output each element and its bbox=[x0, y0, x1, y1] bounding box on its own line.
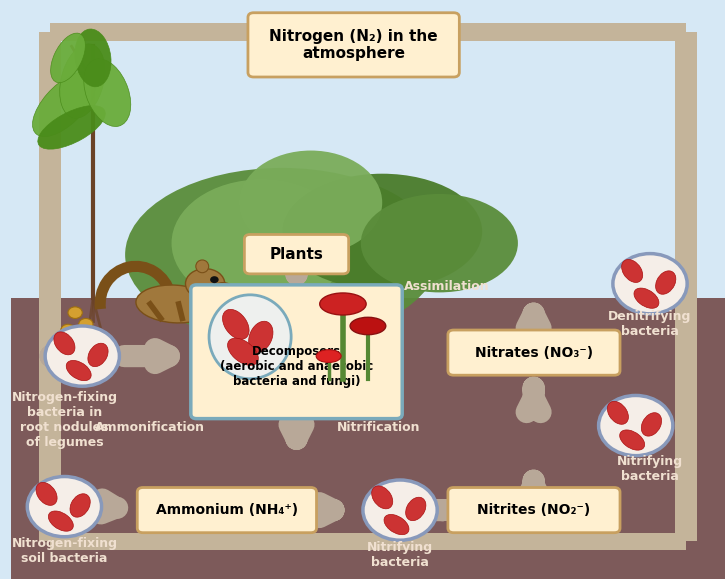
Ellipse shape bbox=[361, 194, 518, 292]
Ellipse shape bbox=[38, 105, 105, 149]
Bar bbox=[50, 533, 686, 550]
Ellipse shape bbox=[209, 295, 291, 379]
Ellipse shape bbox=[228, 338, 258, 365]
FancyBboxPatch shape bbox=[244, 234, 349, 274]
Ellipse shape bbox=[406, 497, 426, 521]
Text: Ammonification: Ammonification bbox=[95, 421, 205, 434]
Text: Nitrifying
bacteria: Nitrifying bacteria bbox=[367, 541, 433, 569]
Circle shape bbox=[45, 326, 120, 386]
FancyBboxPatch shape bbox=[448, 330, 620, 375]
Text: Assimilation: Assimilation bbox=[404, 280, 489, 293]
FancyBboxPatch shape bbox=[191, 285, 402, 419]
Circle shape bbox=[79, 318, 93, 330]
Ellipse shape bbox=[172, 179, 350, 307]
Ellipse shape bbox=[33, 72, 96, 137]
Circle shape bbox=[68, 307, 82, 318]
Ellipse shape bbox=[239, 151, 382, 255]
Ellipse shape bbox=[51, 33, 86, 83]
Text: Nitrification: Nitrification bbox=[337, 421, 420, 434]
Ellipse shape bbox=[88, 343, 108, 367]
Circle shape bbox=[599, 395, 673, 456]
Ellipse shape bbox=[196, 260, 209, 273]
Ellipse shape bbox=[49, 511, 73, 531]
Text: Plants: Plants bbox=[270, 247, 323, 262]
Ellipse shape bbox=[608, 401, 629, 424]
Ellipse shape bbox=[621, 259, 642, 283]
Ellipse shape bbox=[620, 430, 645, 450]
Ellipse shape bbox=[282, 174, 482, 290]
Circle shape bbox=[28, 477, 102, 537]
Text: Nitrogen-fixing
bacteria in
root nodules
of legumes: Nitrogen-fixing bacteria in root nodules… bbox=[12, 391, 117, 449]
Bar bbox=[11, 298, 725, 579]
Circle shape bbox=[61, 324, 75, 336]
Ellipse shape bbox=[249, 321, 273, 353]
Ellipse shape bbox=[70, 494, 90, 517]
Bar bbox=[39, 32, 61, 541]
Ellipse shape bbox=[350, 317, 386, 335]
Circle shape bbox=[363, 480, 437, 540]
Ellipse shape bbox=[125, 168, 439, 342]
Text: Nitrifying
bacteria: Nitrifying bacteria bbox=[617, 455, 683, 482]
Ellipse shape bbox=[36, 482, 57, 505]
Text: Nitrites (NO₂⁻): Nitrites (NO₂⁻) bbox=[477, 503, 591, 517]
Bar bbox=[11, 0, 725, 298]
Ellipse shape bbox=[372, 486, 393, 509]
Text: Nitrogen-fixing
soil bacteria: Nitrogen-fixing soil bacteria bbox=[12, 537, 117, 565]
Ellipse shape bbox=[59, 44, 105, 118]
Bar bbox=[675, 32, 697, 541]
Circle shape bbox=[210, 276, 219, 283]
Text: Denitrifying
bacteria: Denitrifying bacteria bbox=[608, 310, 692, 338]
Ellipse shape bbox=[66, 361, 91, 380]
Ellipse shape bbox=[316, 350, 341, 362]
Circle shape bbox=[613, 254, 687, 314]
Ellipse shape bbox=[655, 271, 676, 294]
Ellipse shape bbox=[642, 413, 662, 436]
Ellipse shape bbox=[223, 309, 249, 339]
Ellipse shape bbox=[320, 293, 366, 315]
Bar bbox=[50, 23, 686, 41]
Ellipse shape bbox=[136, 285, 215, 323]
FancyBboxPatch shape bbox=[137, 488, 317, 533]
Text: Nitrates (NO₃⁻): Nitrates (NO₃⁻) bbox=[475, 346, 593, 360]
Text: Ammonium (NH₄⁺): Ammonium (NH₄⁺) bbox=[156, 503, 298, 517]
FancyBboxPatch shape bbox=[248, 13, 460, 77]
Ellipse shape bbox=[84, 59, 130, 126]
FancyBboxPatch shape bbox=[448, 488, 620, 533]
Ellipse shape bbox=[75, 29, 111, 87]
Ellipse shape bbox=[384, 515, 409, 534]
Ellipse shape bbox=[186, 269, 225, 299]
Ellipse shape bbox=[54, 332, 75, 355]
Text: Decomposers
(aerobic and anaerobic
bacteria and fungi): Decomposers (aerobic and anaerobic bacte… bbox=[220, 345, 373, 388]
Ellipse shape bbox=[634, 288, 659, 308]
Ellipse shape bbox=[214, 283, 232, 293]
Text: Nitrogen (N₂) in the
atmosphere: Nitrogen (N₂) in the atmosphere bbox=[269, 29, 438, 61]
